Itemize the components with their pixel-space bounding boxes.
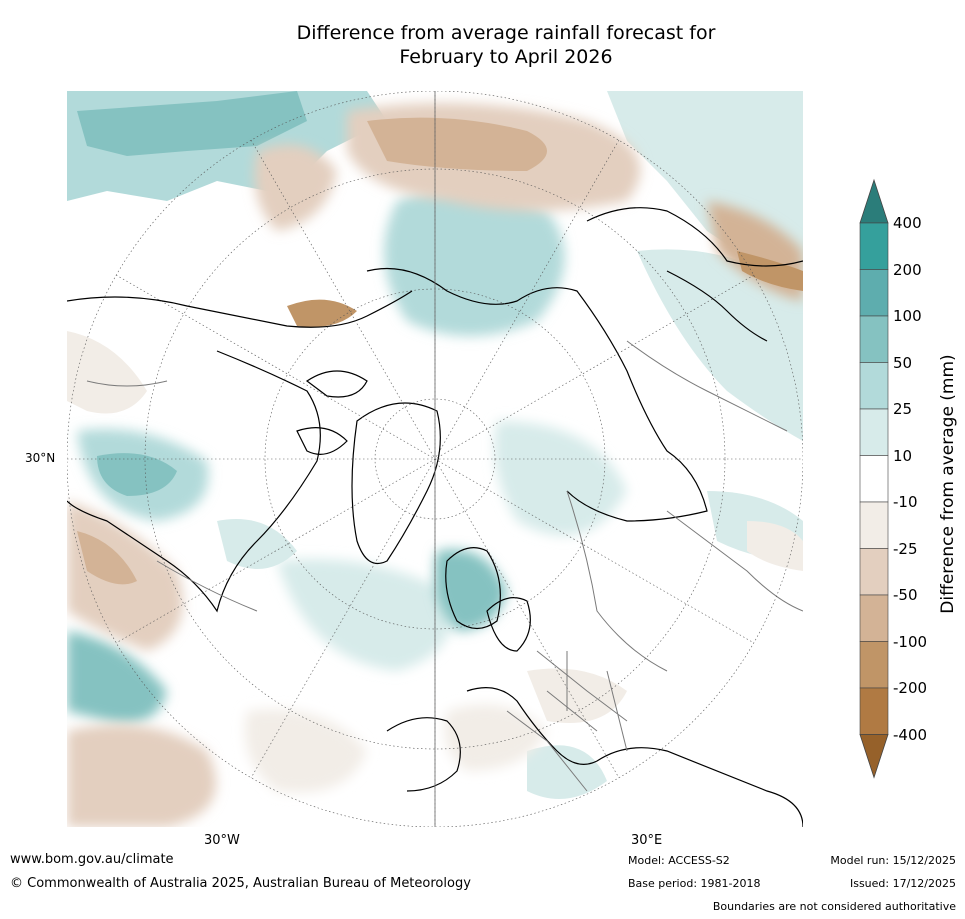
colorbar-tick-label: 25 xyxy=(893,400,913,418)
dry-region-atlantic-south xyxy=(67,724,216,827)
footer-copyright: © Commonwealth of Australia 2025, Austra… xyxy=(10,876,471,891)
title-line-2: February to April 2026 xyxy=(399,46,613,68)
dry-region-russia-north-core xyxy=(737,251,803,291)
coastline-east-asia xyxy=(586,207,803,342)
country-borders xyxy=(86,340,803,792)
dry-region-bering xyxy=(287,299,357,327)
wet-region-southwest xyxy=(67,631,167,723)
colorbar-segment xyxy=(859,269,889,317)
colorbar-tick-label: -400 xyxy=(893,725,928,744)
border-central-asia xyxy=(626,340,803,612)
wet-region-atlantic-mid xyxy=(217,519,297,569)
colorbar-segment xyxy=(859,222,889,270)
colorbar-tick-label: -200 xyxy=(893,679,928,697)
footer-model-run: Model run: 15/12/2025 xyxy=(830,854,956,867)
colorbar-segment xyxy=(859,408,889,456)
chart-title: Difference from average rainfall forecas… xyxy=(0,21,965,69)
dry-region-central-europe xyxy=(527,668,627,723)
footer-model: Model: ACCESS-S2 xyxy=(628,854,730,867)
colorbar-segment xyxy=(859,594,889,642)
coastline-alaska-canada xyxy=(67,290,413,613)
dry-region-mediterranean xyxy=(444,704,547,771)
coastline-arctic-islands xyxy=(296,370,368,455)
longitude-label-30e: 30°E xyxy=(631,833,663,848)
colorbar-segment xyxy=(859,501,889,549)
wet-region-north-pacific-core xyxy=(77,91,307,156)
colorbar-tick-label: 10 xyxy=(893,446,913,465)
footer-url[interactable]: www.bom.gov.au/climate xyxy=(10,852,174,867)
title-line-1: Difference from average rainfall forecas… xyxy=(296,22,716,44)
colorbar-tick-label: -10 xyxy=(893,493,918,511)
dry-region-atlantic-south-2 xyxy=(245,709,367,793)
wet-region-north-africa xyxy=(527,745,607,799)
colorbar-segment xyxy=(859,362,889,410)
border-europe-grid xyxy=(506,650,628,792)
border-russia-west xyxy=(566,490,668,672)
colorbar-tick-label: -100 xyxy=(893,632,928,651)
colorbar xyxy=(859,178,889,779)
wet-region-east-pacific-core xyxy=(97,453,177,496)
colorbar-tick-label: -50 xyxy=(893,586,918,604)
latitude-circle-40n xyxy=(144,168,726,750)
colorbar-tick-label: 400 xyxy=(893,214,922,232)
footer-base-period: Base period: 1981-2018 xyxy=(628,877,761,890)
colorbar-segment xyxy=(859,548,889,596)
border-canada-usa xyxy=(86,380,258,612)
dry-region-arctic-ocean-core xyxy=(367,117,547,171)
dry-region-alaska xyxy=(254,144,337,231)
colorbar-segment xyxy=(859,455,889,503)
colorbar-extend-bottom xyxy=(859,734,889,779)
footer-disclaimer: Boundaries are not considered authoritat… xyxy=(712,900,956,913)
coastline-greenland xyxy=(351,402,441,565)
footer-issued: Issued: 17/12/2025 xyxy=(849,877,956,890)
coastlines xyxy=(67,207,803,827)
wet-region-east-asia xyxy=(637,249,803,441)
dry-region-southwest-core xyxy=(77,531,137,585)
colorbar-extend-top xyxy=(859,178,889,224)
latitude-label-30n: 30°N xyxy=(25,451,56,465)
colorbar-segment xyxy=(859,315,889,363)
coastline-siberia xyxy=(366,268,708,522)
colorbar-segment xyxy=(859,641,889,689)
rainfall-map xyxy=(67,91,803,827)
colorbar-tick-label: -25 xyxy=(893,539,918,558)
dry-region-north-pacific-west xyxy=(67,331,147,414)
colorbar-segment xyxy=(859,687,889,735)
colorbar-tick-label: 200 xyxy=(893,260,922,279)
colorbar-title: Difference from average (mm) xyxy=(938,354,958,614)
coastline-europe xyxy=(386,687,803,827)
colorbar-tick-label: 100 xyxy=(893,307,922,325)
colorbar-tick-label: 50 xyxy=(893,353,913,372)
longitude-label-30w: 30°W xyxy=(204,833,240,848)
coastline-scandinavia xyxy=(445,547,531,652)
wet-region-southeast-russia xyxy=(494,421,627,536)
wet-region-north-atlantic xyxy=(277,559,452,671)
